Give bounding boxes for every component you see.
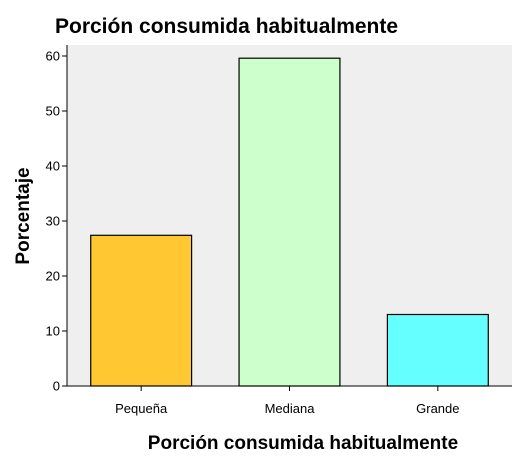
y-tick-label-60: 60	[46, 49, 60, 64]
y-tick-label-30: 30	[46, 214, 60, 229]
bars-group	[90, 57, 489, 387]
y-axis-ticks: 0 10 20 30 40 50 60	[46, 49, 67, 394]
y-tick-label-10: 10	[46, 324, 60, 339]
y-tick-label-0: 0	[53, 379, 60, 394]
y-tick-label-20: 20	[46, 269, 60, 284]
x-axis-labels: Pequeña Mediana Grande	[115, 386, 460, 416]
x-tick-label-pequeña: Pequeña	[115, 401, 168, 416]
bar-mediana	[238, 57, 341, 387]
bar-pequeña	[90, 234, 193, 387]
chart-title: Porción consumida habitualmente	[55, 15, 398, 38]
x-tick-label-mediana: Mediana	[265, 401, 316, 416]
x-axis-title: Porción consumida habitualmente	[148, 433, 458, 454]
y-tick-label-40: 40	[46, 159, 60, 174]
x-tick-label-grande: Grande	[416, 401, 459, 416]
bar-grande	[386, 313, 489, 387]
y-tick-label-50: 50	[46, 104, 60, 119]
y-axis-title: Porcentaje	[13, 167, 34, 264]
